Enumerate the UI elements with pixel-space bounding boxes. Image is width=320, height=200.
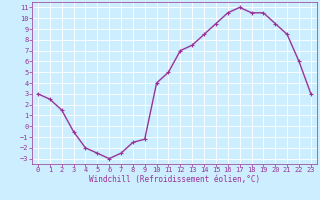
X-axis label: Windchill (Refroidissement éolien,°C): Windchill (Refroidissement éolien,°C) <box>89 175 260 184</box>
